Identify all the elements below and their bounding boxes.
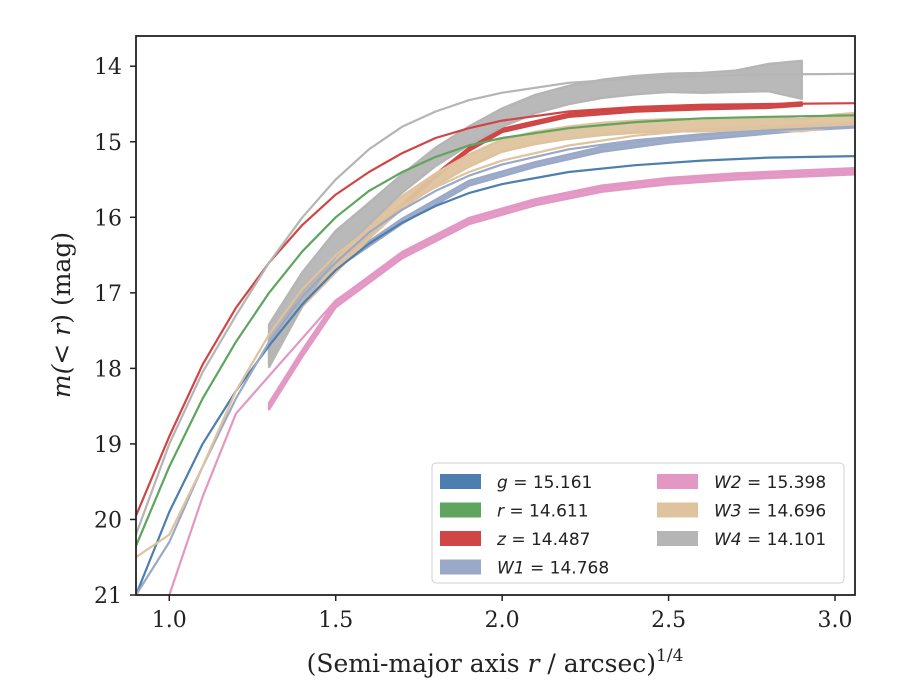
- legend-label-g: g = 15.161: [497, 473, 592, 493]
- x-tick-label: 3.0: [818, 608, 853, 633]
- line-z: [136, 102, 855, 517]
- x-axis-ticks: 1.0 1.5 2.0 2.5 3.0: [152, 595, 853, 633]
- line-w1: [136, 125, 855, 595]
- legend: g = 15.161 r = 14.611 z = 14.487 W1 = 14.76…: [431, 462, 845, 584]
- band-w4-11: [267, 59, 803, 369]
- legend-label-w1: W1 = 14.768: [497, 559, 609, 579]
- model-lines: [136, 72, 855, 595]
- legend-label-r: r = 14.611: [497, 502, 589, 522]
- line-w3: [136, 122, 855, 559]
- line-g: [136, 155, 855, 595]
- x-tick-label: 1.0: [152, 608, 187, 633]
- legend-swatch-z: [440, 531, 481, 546]
- y-axis-label-suffix: ) (mag): [47, 232, 76, 324]
- band-w2-9: [267, 166, 855, 411]
- y-tick-label: 14: [94, 55, 122, 80]
- legend-swatch-w4: [657, 531, 698, 546]
- y-tick-label: 21: [94, 584, 122, 609]
- x-axis-label-variable: r: [528, 649, 542, 678]
- x-tick-label: 2.5: [651, 608, 686, 633]
- line-r: [136, 114, 855, 547]
- legend-label-w3: W3 = 14.696: [714, 502, 826, 522]
- y-axis-label-variable: r: [47, 322, 76, 336]
- legend-swatch-w2: [657, 474, 698, 489]
- legend-box: [431, 462, 845, 584]
- y-axis-label-prefix: m(<: [47, 336, 76, 398]
- y-tick-label: 20: [94, 508, 122, 533]
- legend-swatch-g: [440, 474, 481, 489]
- legend-swatch-r: [440, 502, 481, 518]
- line-w4: [136, 72, 855, 535]
- legend-label-w2: W2 = 15.398: [714, 473, 826, 493]
- legend-swatch-w1: [440, 559, 481, 575]
- x-axis-label-exponent: 1/4: [656, 646, 683, 666]
- legend-items: g = 15.161 r = 14.611 z = 14.487 W1 = 14.76…: [440, 473, 826, 579]
- legend-label-w4: W4 = 14.101: [714, 530, 826, 550]
- band-w3-10: [267, 111, 855, 366]
- plot-area: [136, 59, 855, 595]
- line-w2: [168, 170, 855, 595]
- y-tick-label: 19: [94, 433, 122, 458]
- legend-label-z: z = 14.487: [496, 530, 590, 550]
- legend-swatch-w3: [657, 502, 698, 518]
- x-tick-label: 1.5: [318, 608, 353, 633]
- x-tick-label: 2.0: [485, 608, 520, 633]
- x-axis-label-suffix: / arcsec): [539, 649, 656, 678]
- y-axis-label: m(< r) (mag): [47, 232, 76, 398]
- y-tick-label: 16: [94, 206, 122, 231]
- y-tick-label: 18: [94, 357, 122, 382]
- y-tick-label: 15: [94, 131, 122, 156]
- plot-frame: [135, 35, 856, 596]
- x-axis-label-prefix: (Semi-major axis: [307, 649, 528, 678]
- y-axis-ticks: 14 15 16 17 18 19 20 21: [94, 55, 136, 609]
- x-axis-label: (Semi-major axis r / arcsec)1/4: [307, 646, 684, 678]
- y-tick-label: 17: [94, 282, 122, 307]
